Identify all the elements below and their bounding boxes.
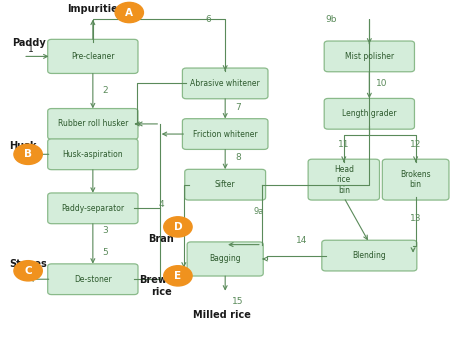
Text: Milled rice: Milled rice — [193, 310, 251, 320]
FancyBboxPatch shape — [48, 39, 138, 74]
Text: 1: 1 — [27, 45, 33, 54]
Text: Sifter: Sifter — [215, 180, 236, 189]
Text: B: B — [24, 149, 32, 159]
Text: 5: 5 — [103, 248, 109, 257]
Text: 9a: 9a — [253, 207, 264, 216]
Text: 15: 15 — [232, 297, 244, 306]
FancyBboxPatch shape — [182, 68, 268, 99]
Text: E: E — [174, 271, 182, 281]
Text: Pre-cleaner: Pre-cleaner — [71, 52, 115, 61]
Text: Husk-aspiration: Husk-aspiration — [63, 150, 123, 159]
Text: Mist polisher: Mist polisher — [345, 52, 394, 61]
Text: C: C — [24, 266, 32, 276]
Text: Paddy: Paddy — [12, 38, 46, 48]
FancyBboxPatch shape — [324, 98, 414, 129]
Text: 6: 6 — [206, 15, 211, 24]
Text: D: D — [173, 222, 182, 232]
Circle shape — [14, 144, 42, 164]
Text: Bagging: Bagging — [210, 255, 241, 263]
Text: A: A — [125, 7, 133, 18]
FancyBboxPatch shape — [308, 159, 380, 200]
Text: 3: 3 — [103, 226, 109, 235]
FancyBboxPatch shape — [182, 119, 268, 149]
FancyBboxPatch shape — [383, 159, 449, 200]
Text: Head
rice
bin: Head rice bin — [334, 165, 354, 195]
FancyBboxPatch shape — [48, 193, 138, 224]
FancyBboxPatch shape — [48, 264, 138, 295]
Text: Bran: Bran — [148, 234, 174, 244]
Text: 13: 13 — [410, 214, 421, 223]
Text: 14: 14 — [296, 236, 307, 245]
Text: 2: 2 — [103, 86, 109, 95]
FancyBboxPatch shape — [187, 242, 263, 276]
Text: 7: 7 — [235, 102, 241, 112]
Text: Brewers
rice: Brewers rice — [139, 275, 184, 297]
Text: Husk: Husk — [9, 141, 36, 151]
Text: 11: 11 — [338, 140, 349, 149]
FancyBboxPatch shape — [185, 170, 265, 200]
Text: Paddy-separator: Paddy-separator — [61, 204, 124, 213]
FancyBboxPatch shape — [324, 41, 414, 72]
Text: 9b: 9b — [326, 15, 337, 24]
Text: 8: 8 — [235, 153, 241, 162]
Text: Blending: Blending — [353, 251, 386, 260]
Text: 12: 12 — [410, 140, 421, 149]
Text: Friction whitener: Friction whitener — [193, 129, 257, 139]
Text: Impurities: Impurities — [67, 4, 123, 14]
Circle shape — [164, 266, 192, 286]
Circle shape — [164, 217, 192, 237]
Text: Abrasive whitener: Abrasive whitener — [190, 79, 260, 88]
Text: 4: 4 — [159, 200, 164, 210]
FancyBboxPatch shape — [48, 108, 138, 139]
Circle shape — [14, 261, 42, 281]
Text: Length grader: Length grader — [342, 109, 397, 118]
Text: De-stoner: De-stoner — [74, 275, 112, 284]
Circle shape — [115, 2, 144, 23]
FancyBboxPatch shape — [322, 240, 417, 271]
Text: Brokens
bin: Brokens bin — [401, 170, 431, 189]
FancyBboxPatch shape — [48, 139, 138, 170]
Text: Rubber roll husker: Rubber roll husker — [58, 119, 128, 128]
Text: Stones: Stones — [9, 259, 47, 269]
Text: 10: 10 — [376, 79, 388, 88]
